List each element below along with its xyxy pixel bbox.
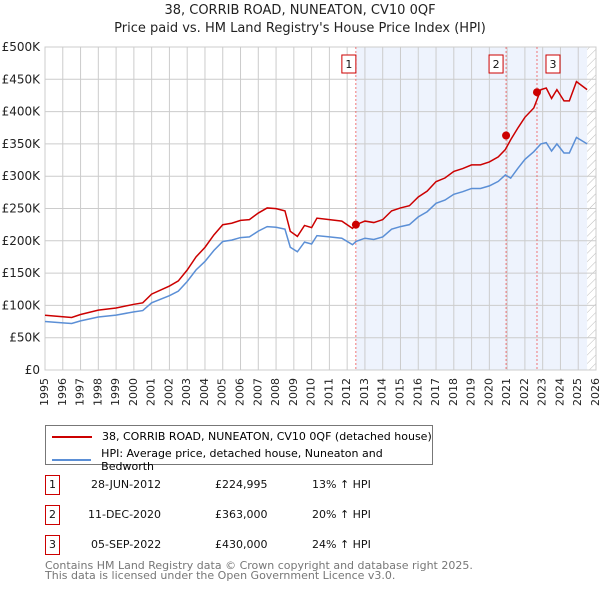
- sale-price: £363,000: [215, 508, 268, 521]
- x-tick-label: 2011: [322, 378, 335, 406]
- x-tick-label: 1998: [91, 378, 104, 406]
- sale-number-box: 2: [45, 505, 60, 525]
- plot-area: 1995 1996 1997 1998 1999 2000 2001 2002 2003 2004…: [2, 40, 600, 406]
- plot-border: [44, 46, 597, 371]
- footer-line1: Contains HM Land Registry data © Crown c…: [45, 559, 473, 572]
- chart-title: 38, CORRIB ROAD, NUNEATON, CV10 0QF: [164, 3, 436, 18]
- hpi-line: [44, 136, 588, 325]
- legend-label-property: 38, CORRIB ROAD, NUNEATON, CV10 0QF (det…: [102, 430, 432, 443]
- x-tick-label: 2002: [162, 378, 175, 406]
- y-tick-label: £100K: [2, 298, 42, 312]
- sale-hpi-diff: 20% ↑ HPI: [312, 508, 371, 521]
- x-tick-label: 2018: [447, 378, 460, 406]
- x-tick-label: 2021: [500, 378, 513, 406]
- x-tick-label: 1999: [109, 378, 122, 406]
- sale-label-box: [341, 54, 357, 74]
- sale-hpi-diff: 24% ↑ HPI: [312, 538, 371, 551]
- x-tick-label: 2008: [269, 378, 282, 406]
- x-tick-label: 2022: [518, 378, 531, 406]
- x-tick-label: 2015: [393, 378, 406, 406]
- x-tick-label: 2003: [180, 378, 193, 406]
- x-tick-label: 2026: [589, 378, 600, 406]
- x-tick-label: 2025: [571, 378, 584, 406]
- y-tick-label: £400K: [2, 105, 42, 119]
- x-tick-label: 2001: [145, 378, 158, 406]
- y-tick-label: £300K: [2, 169, 42, 183]
- sale-label-box: [545, 54, 561, 74]
- y-tick-label: £50K: [9, 331, 41, 345]
- x-tick-label: 1996: [56, 378, 69, 406]
- sale-label-number: 2: [493, 58, 500, 71]
- legend-swatch-property: [52, 435, 92, 438]
- x-tick-label: 2024: [553, 378, 566, 406]
- sale-price: £430,000: [215, 538, 268, 551]
- sale-number-box: 1: [45, 475, 60, 495]
- y-tick-label: £350K: [2, 137, 42, 151]
- footer-line2: This data is licensed under the Open Gov…: [45, 569, 396, 582]
- sale-date: 05-SEP-2022: [91, 538, 162, 551]
- sale-label-number: 3: [549, 58, 556, 71]
- y-tick-label: £0: [25, 363, 40, 377]
- sale-date: 28-JUN-2012: [91, 478, 162, 491]
- x-tick-label: 2009: [287, 378, 300, 406]
- legend-swatch-hpi: [52, 459, 92, 461]
- y-tick-label: £250K: [2, 202, 42, 216]
- sale-point: [502, 131, 511, 140]
- y-tick-label: £450K: [2, 72, 42, 86]
- x-tick-label: 2013: [358, 378, 371, 406]
- x-tick-label: 2019: [465, 378, 478, 406]
- y-tick-label: £150K: [2, 266, 42, 280]
- sale-point: [351, 220, 360, 229]
- x-tick-label: 2017: [429, 378, 442, 406]
- x-tick-label: 2020: [482, 378, 495, 406]
- sale-date: 11-DEC-2020: [88, 508, 162, 521]
- sale-label-number: 1: [345, 58, 352, 71]
- sale-number-box: 3: [45, 535, 60, 555]
- x-tick-label: 2023: [536, 378, 549, 406]
- legend: 38, CORRIB ROAD, NUNEATON, CV10 0QF (det…: [45, 425, 433, 473]
- x-tick-label: 2004: [198, 378, 211, 406]
- x-tick-label: 1997: [74, 378, 87, 406]
- x-tick-label: 2000: [127, 378, 140, 406]
- sale-hpi-diff: 13% ↑ HPI: [312, 478, 371, 491]
- x-tick-label: 2005: [216, 378, 229, 406]
- sale-point: [532, 88, 541, 97]
- footer: Contains HM Land Registry data © Crown c…: [45, 559, 473, 582]
- x-tick-label: 2016: [411, 378, 424, 406]
- y-tick-label: £500K: [2, 40, 42, 54]
- sale-label-box: [488, 54, 504, 74]
- sale-price: £224,995: [215, 478, 268, 491]
- x-tick-label: 2010: [305, 378, 318, 406]
- chart-subtitle: Price paid vs. HM Land Registry's House …: [114, 21, 486, 36]
- legend-label-hpi: HPI: Average price, detached house, Nune…: [101, 447, 383, 473]
- x-tick-label: 1995: [38, 378, 51, 406]
- x-tick-label: 2006: [234, 378, 247, 406]
- x-tick-label: 2007: [251, 378, 264, 406]
- x-tick-label: 2012: [340, 378, 353, 406]
- y-tick-label: £200K: [2, 234, 42, 248]
- x-tick-label: 2014: [376, 378, 389, 406]
